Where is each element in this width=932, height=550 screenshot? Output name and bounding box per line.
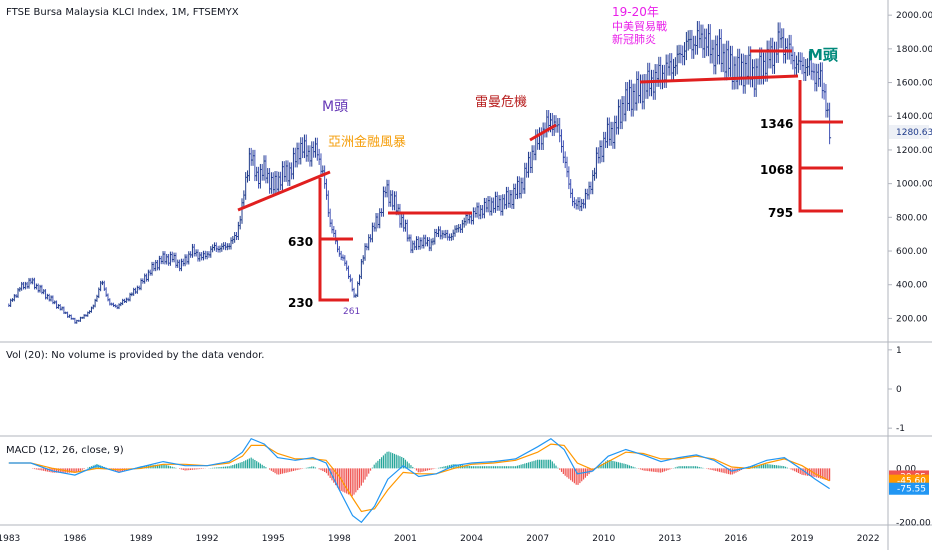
time-tick-label: 2019 [791,534,814,544]
time-tick-label: 1986 [63,534,86,544]
price-tick-label: 1600.00 [896,79,932,89]
annotation-labels: M頭 亞洲金融風暴 雷曼危機 19-20年 中美貿易戰 新冠肺炎 M頭 630 … [288,5,839,317]
time-tick-label: 1983 [0,534,20,544]
asian-crisis-label: 亞洲金融風暴 [328,134,406,150]
time-tick-label: 1995 [262,534,285,544]
level-1346-label: 1346 [760,117,793,131]
time-tick-label: 1992 [196,534,219,544]
signal-line [8,443,830,513]
svg-text:1280.63: 1280.63 [896,128,932,138]
left-neckline [237,170,331,212]
lehman-label: 雷曼危機 [475,95,527,110]
macd-value-tags: -29.95-45.60-75.55 [889,470,929,495]
volume-tick-label: -1 [896,424,905,434]
time-tick-label: 2013 [658,534,681,544]
macd-value-label: -45.60 [897,477,926,487]
volume-tick-label: 0 [896,385,902,395]
price-tick-label: 600.00 [896,247,928,257]
time-tick-label: 2007 [526,534,549,544]
macd-tick-label: 0.00 [896,464,916,474]
price-tick-label: 1200.00 [896,146,932,156]
trade-war-year-label: 19-20年 [612,5,659,19]
left-drop-bracket [318,178,349,302]
m-head-left-label: M頭 [322,99,348,115]
volume-tick-label: 1 [896,346,902,356]
volume-axis: 1 0 -1 [888,346,905,434]
right-neckline [639,74,799,84]
macd-axis: 0.00 -200.00 [896,464,931,528]
time-tick-label: 2004 [460,534,483,544]
price-series [8,21,832,324]
last-price-tag: 1280.63 [889,125,932,139]
level-230-label: 230 [288,296,313,310]
price-axis: 200.00 400.00 600.00 800.00 1000.00 1200.00 14… [888,11,932,324]
time-tick-label: 1989 [130,534,153,544]
macd-tick-label: -200.00 [896,518,931,528]
right-drop-bracket [798,80,843,213]
volume-pane-label: Vol (20): No volume is provided by the d… [6,350,265,361]
low-261-label: 261 [343,307,360,317]
price-tick-label: 1400.00 [896,112,932,122]
price-tick-label: 200.00 [896,314,928,324]
time-tick-label: 2022 [857,534,880,544]
macd-line [8,437,830,524]
time-tick-label: 2001 [394,534,417,544]
price-tick-label: 1000.00 [896,180,932,190]
time-tick-label: 1998 [328,534,351,544]
chart-title: FTSE Bursa Malaysia KLCI Index, 1M, FTSE… [6,7,239,18]
annotation-lines [237,49,843,302]
level-795-label: 795 [768,206,793,220]
time-axis: 1983 1986 1989 1992 1995 1998 2001 2004 2007 2010… [0,534,880,544]
price-tick-label: 1800.00 [896,45,932,55]
lehman-trend-line [529,123,557,142]
macd-lines [8,437,830,524]
price-tick-label: 800.00 [896,213,928,223]
time-tick-label: 2016 [725,534,748,544]
trade-war-label: 中美貿易戰 [612,20,667,33]
level-1068-label: 1068 [760,163,793,177]
macd-value-label: -75.55 [897,485,926,495]
price-tick-label: 2000.00 [896,11,932,21]
macd-pane-label: MACD (12, 26, close, 9) [6,445,124,456]
level-630-label: 630 [288,235,313,249]
m-head-right-label: M頭 [808,46,839,64]
price-tick-label: 400.00 [896,281,928,291]
covid-label: 新冠肺炎 [612,32,656,46]
time-tick-label: 2010 [592,534,615,544]
macd-value-tag [889,482,929,495]
